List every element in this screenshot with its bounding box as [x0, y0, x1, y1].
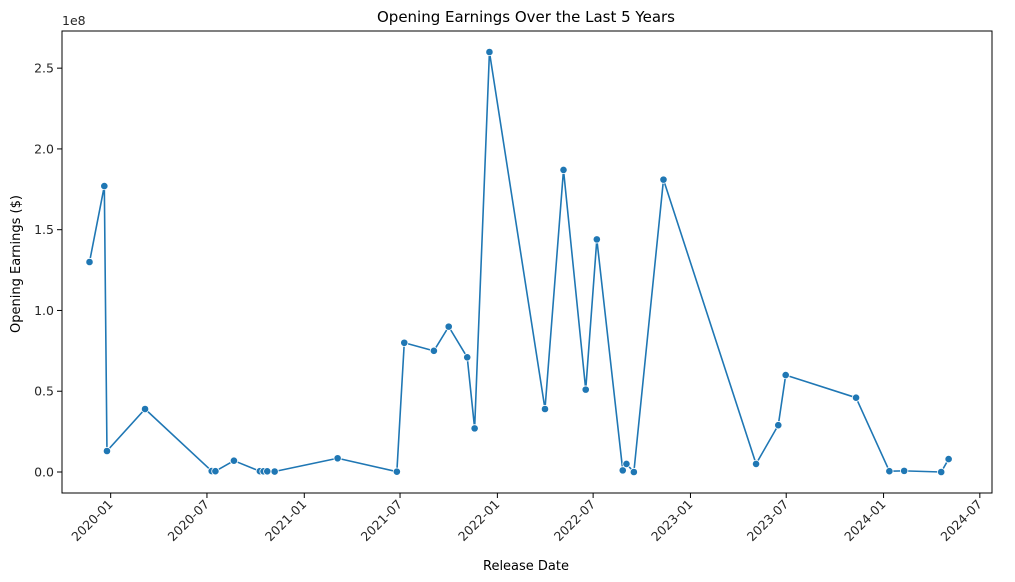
data-point-25 [629, 467, 638, 477]
data-point-6 [229, 456, 239, 465]
data-point-34 [944, 454, 953, 464]
data-point-5 [211, 467, 220, 476]
y-tick-label-0: 0.0 [34, 465, 54, 480]
data-point-17 [470, 424, 479, 433]
data-point-28 [774, 421, 783, 430]
data-point-0 [85, 257, 94, 267]
data-point-14 [429, 346, 438, 355]
y-offset-text: 1e8 [62, 13, 86, 28]
x-axis-label: Release Date [483, 559, 569, 574]
data-point-21 [581, 385, 590, 394]
y-tick-label-3: 1.5 [34, 222, 54, 237]
data-point-11 [333, 454, 342, 463]
y-tick-label-4: 2.0 [34, 141, 54, 156]
data-point-20 [559, 165, 568, 175]
data-point-32 [900, 466, 909, 475]
data-point-15 [444, 322, 453, 331]
data-point-27 [751, 459, 761, 469]
data-point-2 [102, 446, 112, 456]
data-point-30 [851, 393, 861, 402]
data-point-33 [937, 467, 946, 477]
data-point-18 [485, 47, 494, 57]
y-tick-label-5: 2.5 [34, 61, 54, 76]
chart-title: Opening Earnings Over the Last 5 Years [377, 8, 675, 26]
data-point-19 [540, 404, 550, 414]
data-point-9 [263, 467, 272, 476]
data-point-23 [618, 466, 627, 475]
data-point-1 [100, 181, 109, 191]
data-point-26 [659, 175, 668, 184]
data-point-29 [781, 370, 790, 380]
data-point-22 [592, 235, 601, 244]
data-point-31 [885, 467, 894, 476]
y-tick-label-2: 1.0 [34, 303, 54, 318]
data-point-12 [392, 467, 401, 476]
data-point-24 [622, 459, 631, 469]
data-point-16 [463, 353, 472, 362]
axes-frame [61, 30, 993, 494]
y-tick-label-1: 0.5 [34, 384, 54, 399]
data-point-13 [400, 338, 409, 347]
y-axis-label: Opening Earnings ($) [9, 195, 24, 333]
data-point-10 [270, 467, 279, 476]
data-point-3 [140, 404, 150, 414]
